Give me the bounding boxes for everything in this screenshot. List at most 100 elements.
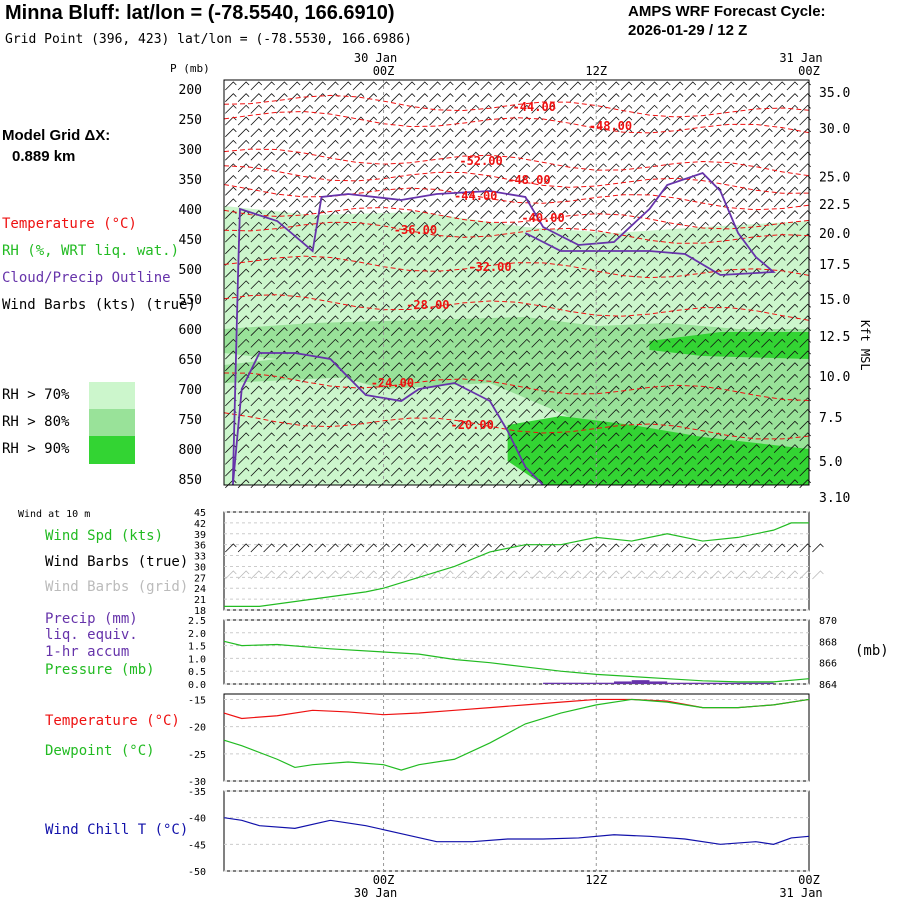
y-tick-label: -30 bbox=[188, 777, 206, 788]
wind-barb bbox=[761, 397, 773, 407]
wind-barb bbox=[735, 444, 748, 453]
legend-wind-barbs: Wind Barbs (kts) (true) bbox=[2, 297, 196, 313]
wind-barb bbox=[722, 455, 735, 465]
wind-barb bbox=[518, 455, 531, 465]
wind-barb bbox=[710, 362, 722, 372]
wind-barb bbox=[607, 128, 620, 138]
wind-barb bbox=[607, 455, 620, 465]
wind-barb bbox=[531, 397, 543, 407]
pressure-tick-label: 700 bbox=[179, 383, 202, 398]
wind-barb bbox=[327, 139, 339, 149]
wind-barb bbox=[735, 151, 748, 161]
wind-barb bbox=[544, 467, 556, 477]
wind-barb bbox=[633, 467, 646, 477]
wind-barb bbox=[518, 163, 531, 173]
wind-barb bbox=[378, 128, 390, 138]
wind-barb bbox=[735, 467, 748, 477]
wind-barb bbox=[390, 163, 403, 173]
wind-barb bbox=[582, 315, 594, 325]
wind-barb bbox=[582, 104, 594, 114]
wind-barb bbox=[684, 467, 697, 477]
wind-barb bbox=[633, 409, 646, 418]
wind-barb bbox=[710, 163, 722, 173]
wind-barb bbox=[799, 221, 811, 231]
wind-barb bbox=[442, 268, 454, 278]
wind-barb bbox=[633, 151, 646, 161]
wind-barb bbox=[276, 198, 288, 208]
wind-barb bbox=[735, 373, 748, 383]
wind-barb bbox=[710, 210, 722, 219]
wind-barb bbox=[365, 104, 378, 114]
wind-barb bbox=[684, 350, 697, 360]
wind-barb bbox=[697, 467, 709, 477]
wind-barb bbox=[722, 151, 735, 161]
wind-barb bbox=[518, 268, 531, 278]
precip-bar bbox=[560, 682, 579, 684]
wind-barb bbox=[263, 256, 275, 266]
wind-barb bbox=[301, 444, 314, 453]
wind-barb bbox=[378, 420, 390, 430]
wind-barb bbox=[633, 303, 646, 313]
y-tick-label: 1.5 bbox=[188, 642, 206, 653]
wind-barb bbox=[390, 292, 403, 301]
wind-barb bbox=[263, 432, 275, 442]
wind-barb bbox=[403, 175, 416, 184]
wind-barb bbox=[595, 420, 607, 430]
wind-barb bbox=[531, 373, 543, 383]
wind-barb bbox=[237, 245, 250, 255]
wind-barb bbox=[301, 245, 314, 255]
wind-barb bbox=[531, 81, 543, 91]
wind-barb bbox=[556, 280, 569, 290]
wind-barb bbox=[569, 303, 582, 313]
wind-barb bbox=[339, 186, 352, 196]
precip-bar bbox=[720, 682, 739, 684]
wind-barb bbox=[773, 198, 786, 208]
wind-barb bbox=[799, 116, 811, 126]
wind-barb bbox=[467, 315, 480, 325]
wind-barb bbox=[607, 151, 620, 161]
wind-barb bbox=[403, 268, 416, 278]
wind-barb bbox=[467, 163, 480, 173]
wind-barb bbox=[276, 128, 288, 138]
wind-barb bbox=[263, 397, 275, 407]
wind-barb bbox=[403, 210, 416, 219]
wind-barb bbox=[773, 93, 786, 102]
wind-barb bbox=[390, 81, 403, 91]
wind-barb bbox=[633, 397, 646, 407]
wind-barb bbox=[748, 409, 760, 418]
wind-barb bbox=[595, 338, 607, 348]
wind-barb bbox=[607, 256, 620, 266]
wind-barb bbox=[505, 81, 518, 91]
wind-barb bbox=[442, 163, 454, 173]
wind-barb bbox=[633, 455, 646, 465]
precip-bar bbox=[684, 682, 703, 684]
wind-barb bbox=[416, 432, 429, 442]
wind-barb bbox=[390, 338, 403, 348]
wind-barb bbox=[531, 432, 543, 442]
wind-barb bbox=[288, 385, 301, 395]
wind-barb bbox=[314, 362, 326, 372]
wind-barb bbox=[505, 210, 518, 219]
wind-barb bbox=[365, 151, 378, 161]
wind-barb-grid bbox=[786, 570, 799, 580]
wind-barb bbox=[646, 373, 658, 383]
wind-barb bbox=[237, 175, 250, 184]
wind-barb bbox=[390, 420, 403, 430]
wind-barb bbox=[442, 198, 454, 208]
temperature-contour bbox=[223, 206, 810, 230]
temperature-contour bbox=[223, 412, 810, 440]
wind-barb bbox=[761, 467, 773, 477]
wind-barb bbox=[761, 350, 773, 360]
wind-barb bbox=[595, 268, 607, 278]
wind-barb bbox=[620, 303, 633, 313]
wind-barb bbox=[505, 373, 518, 383]
wind-barb bbox=[518, 151, 531, 161]
wind-barb bbox=[352, 327, 365, 336]
wind-barb bbox=[339, 104, 352, 114]
wind-barb bbox=[531, 139, 543, 149]
wind-barb bbox=[748, 163, 760, 173]
wind-barb bbox=[250, 268, 263, 278]
wind-barb bbox=[276, 373, 288, 383]
wind-barb bbox=[710, 128, 722, 138]
wind-barb bbox=[390, 186, 403, 196]
